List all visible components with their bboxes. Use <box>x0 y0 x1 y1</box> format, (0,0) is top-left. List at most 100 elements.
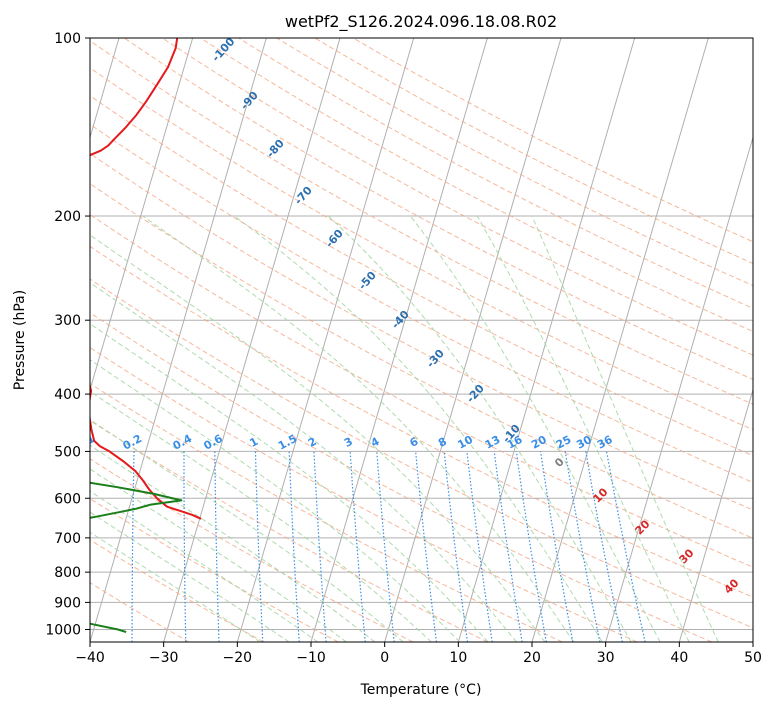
moist-adiabat-line <box>90 511 290 642</box>
mixing-ratio-label: 1 <box>247 435 260 450</box>
dry-adiabat-line <box>90 582 190 642</box>
moist-adiabat-line <box>90 359 461 642</box>
isotherm-line <box>457 38 636 642</box>
dry-adiabat-line <box>90 40 753 405</box>
dry-adiabat-line <box>90 346 638 642</box>
mixing-ratio-label: 4 <box>369 435 382 450</box>
dry-adiabat-line <box>90 123 753 484</box>
y-tick-label: 300 <box>54 313 81 329</box>
dry-adiabat-line <box>276 38 753 287</box>
line-labels: 0.1 0.2 0.4 0.6 1 1.5 2 3 4 6 8 10 13 16 20 25 30 36-100-… <box>74 35 742 597</box>
mixing-ratio-line <box>415 451 437 642</box>
moist-adiabat-label: 20 <box>633 517 653 537</box>
dry-adiabat-line <box>238 38 753 309</box>
dry-adiabat-label: -60 <box>323 227 346 251</box>
dry-adiabat-label: -30 <box>424 347 447 371</box>
moist-adiabat-line <box>90 282 517 642</box>
dry-adiabat-line <box>352 38 753 243</box>
dry-adiabat-line <box>90 245 753 598</box>
y-tick-label: 500 <box>54 444 81 460</box>
moist-adiabat-line <box>90 419 404 642</box>
dry-adiabat-line <box>90 213 753 568</box>
dry-adiabat-label: -50 <box>356 269 379 293</box>
x-tick-label: 40 <box>670 650 688 666</box>
y-axis-ticks: 100 200 300 400 500 600 700 800 900 1000 <box>45 31 90 638</box>
moist-adiabat-label: 0 <box>552 455 567 470</box>
dry-adiabat-label: -100 <box>209 35 237 64</box>
mixing-ratio-label: 0.4 <box>171 432 195 453</box>
y-axis-label: Pressure (hPa) <box>12 290 28 390</box>
background-lines <box>90 38 753 642</box>
moist-adiabat-line <box>90 490 319 642</box>
mixing-ratio-label: 16 <box>505 433 525 452</box>
isotherm-line <box>163 38 341 642</box>
moist-adiabat-label: 40 <box>722 576 742 596</box>
dry-adiabat-line <box>90 67 753 431</box>
mixing-ratio-label: 30 <box>574 433 594 452</box>
x-tick-label: 0 <box>380 650 389 666</box>
dry-adiabat-label: -40 <box>389 308 412 332</box>
temperature-profile-line <box>90 38 202 520</box>
moist-adiabat-label: 30 <box>677 546 697 566</box>
dry-adiabat-label: -90 <box>238 89 261 113</box>
moist-adiabat-line <box>142 215 575 642</box>
mixing-ratio-label: 3 <box>342 435 355 450</box>
mixing-ratio-line <box>540 451 574 642</box>
chart-title: wetPf2_S126.2024.096.18.08.R02 <box>285 12 557 32</box>
isotherm-line <box>90 38 267 642</box>
moist-adiabat-line <box>476 215 690 642</box>
isotherm-line <box>752 640 753 642</box>
x-tick-label: 50 <box>744 650 762 666</box>
mixing-ratio-line <box>288 451 300 642</box>
plot-frame <box>89 37 754 643</box>
dry-adiabat-label: -70 <box>292 184 315 208</box>
y-tick-label: 800 <box>54 565 81 581</box>
mixing-ratio-label: 25 <box>554 433 574 452</box>
x-tick-label: −20 <box>223 650 253 666</box>
x-tick-label: 20 <box>523 650 541 666</box>
moist-adiabat-line <box>234 215 603 642</box>
mixing-ratio-label: 20 <box>529 433 549 452</box>
moist-adiabat-line <box>410 215 661 642</box>
isotherm-line <box>236 38 415 642</box>
dry-adiabat-line <box>90 183 753 539</box>
y-tick-label: 400 <box>54 387 81 403</box>
dry-adiabat-line <box>90 312 712 642</box>
profile-lines <box>90 38 202 633</box>
mixing-ratio-line <box>443 451 469 642</box>
mixing-ratio-label: 0.1 <box>74 432 97 453</box>
mixing-ratio-label: 0.6 <box>202 432 226 453</box>
mixing-ratio-line <box>313 451 327 642</box>
mixing-ratio-line <box>131 451 135 642</box>
mixing-ratio-line <box>605 451 646 642</box>
moist-adiabat-line <box>90 531 261 642</box>
dry-adiabat-line <box>90 382 563 642</box>
mixing-ratio-label: 0.2 <box>121 432 144 453</box>
mixing-ratio-label: 8 <box>436 435 449 450</box>
x-tick-label: −30 <box>149 650 179 666</box>
mixing-ratio-label: 1.5 <box>276 432 299 453</box>
y-tick-label: 900 <box>54 595 81 611</box>
dry-adiabat-line <box>90 419 488 642</box>
y-tick-label: 700 <box>54 531 81 547</box>
y-tick-label: 600 <box>54 491 81 507</box>
y-tick-label: 200 <box>54 209 81 225</box>
mixing-ratio-label: 13 <box>483 433 503 452</box>
isotherm-line <box>531 38 709 642</box>
isotherm-line <box>678 387 753 642</box>
x-axis-label: Temperature (°C) <box>360 682 482 698</box>
x-tick-label: −40 <box>75 650 105 666</box>
mixing-ratio-line <box>493 451 523 642</box>
mixing-ratio-line <box>376 451 395 642</box>
x-tick-label: 10 <box>449 650 467 666</box>
dry-adiabat-line <box>90 458 414 642</box>
moist-adiabat-line <box>90 234 546 642</box>
dry-adiabat-line <box>90 278 753 629</box>
x-tick-label: −10 <box>296 650 326 666</box>
mixing-ratio-line <box>254 451 264 642</box>
y-tick-label: 1000 <box>45 622 81 638</box>
mixing-ratio-line <box>585 451 623 642</box>
dry-adiabat-line <box>90 95 753 457</box>
mixing-ratio-label: 36 <box>595 433 615 452</box>
mixing-ratio-label: 10 <box>455 433 475 452</box>
